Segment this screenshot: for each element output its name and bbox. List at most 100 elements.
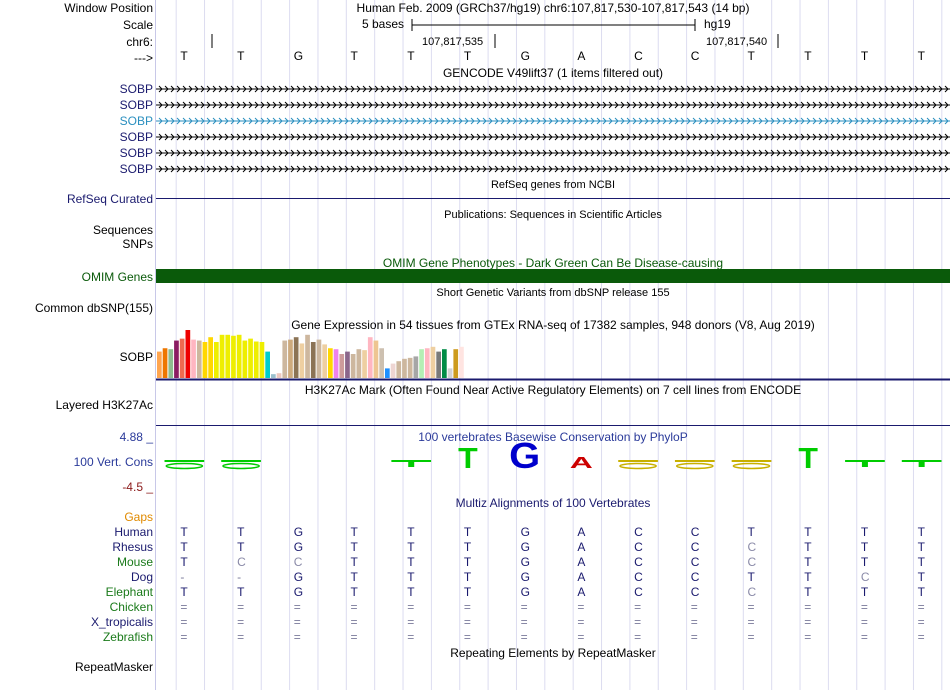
- multiz-base: =: [634, 615, 642, 629]
- strand-arrow: [752, 149, 757, 157]
- strand-arrow: [416, 85, 421, 93]
- multiz-species-label[interactable]: X_tropicalis: [90, 615, 153, 629]
- strand-arrow: [590, 149, 595, 157]
- strand-arrow: [410, 85, 415, 93]
- multiz-base: G: [520, 570, 530, 584]
- strand-arrow: [500, 149, 505, 157]
- strand-arrow: [338, 149, 343, 157]
- multiz-species-label[interactable]: Human: [114, 525, 153, 539]
- strand-arrow: [854, 117, 859, 125]
- strand-arrow: [650, 101, 655, 109]
- multiz-species-label[interactable]: Mouse: [116, 555, 153, 569]
- strand-arrow: [626, 117, 631, 125]
- multiz-base: C: [747, 585, 757, 599]
- strand-arrow: [776, 165, 781, 173]
- strand-arrow: [470, 117, 475, 125]
- h3k27ac-label[interactable]: Layered H3K27Ac: [55, 398, 153, 412]
- multiz-species-label[interactable]: Zebrafish: [102, 630, 153, 644]
- window-position-label: Window Position: [64, 1, 153, 15]
- strand-arrow: [632, 133, 637, 141]
- sequences-label[interactable]: Sequences: [92, 223, 153, 237]
- strand-arrow: [206, 149, 211, 157]
- strand-arrow: [542, 133, 547, 141]
- cons-label[interactable]: 100 Vert. Cons: [73, 455, 153, 469]
- multiz-base: T: [350, 585, 358, 599]
- gtex-label[interactable]: SOBP: [119, 350, 153, 364]
- strand-arrow: [500, 117, 505, 125]
- strand-arrow: [392, 85, 397, 93]
- strand-arrow: [842, 117, 847, 125]
- strand-arrow: [266, 133, 271, 141]
- multiz-base: =: [747, 600, 755, 614]
- gencode-transcript-line[interactable]: [156, 148, 950, 158]
- strand-arrow: [692, 101, 697, 109]
- gencode-item-label[interactable]: SOBP: [119, 130, 153, 144]
- strand-arrow: [158, 85, 163, 93]
- gtex-bar-chart[interactable]: [156, 330, 950, 382]
- gencode-transcript-line[interactable]: [156, 164, 950, 174]
- multiz-species-label[interactable]: Dog: [130, 570, 153, 584]
- strand-arrow: [746, 133, 751, 141]
- multiz-species-label[interactable]: Elephant: [105, 585, 153, 599]
- dbsnp-label[interactable]: Common dbSNP(155): [34, 301, 153, 315]
- strand-arrow: [356, 133, 361, 141]
- multiz-base: T: [860, 555, 869, 569]
- multiz-base: =: [690, 600, 698, 614]
- strand-arrow: [512, 149, 517, 157]
- strand-arrow: [374, 85, 379, 93]
- strand-arrow: [560, 149, 565, 157]
- multiz-species-label[interactable]: Chicken: [109, 600, 153, 614]
- strand-arrow: [326, 85, 331, 93]
- multiz-base: -: [180, 570, 185, 584]
- gencode-transcript-line[interactable]: [156, 100, 950, 110]
- multiz-base: T: [463, 525, 472, 539]
- strand-arrow: [842, 165, 847, 173]
- gtex-tissue-bar: [259, 342, 265, 378]
- strand-arrow: [500, 133, 505, 141]
- gencode-transcript-line[interactable]: [156, 132, 950, 142]
- snps-label[interactable]: SNPs: [122, 237, 153, 251]
- strand-arrow: [566, 85, 571, 93]
- multiz-base: =: [520, 630, 528, 644]
- strand-arrow: [440, 133, 445, 141]
- cons-bar: [861, 460, 868, 467]
- strand-arrow: [764, 117, 769, 125]
- refseq-line[interactable]: [156, 198, 950, 199]
- omim-bar[interactable]: [156, 269, 950, 283]
- omim-label[interactable]: OMIM Genes: [81, 270, 153, 284]
- strand-arrow: [398, 165, 403, 173]
- strand-arrow: [428, 101, 433, 109]
- gencode-item-label[interactable]: SOBP: [119, 114, 153, 128]
- strand-arrow: [368, 133, 373, 141]
- strand-arrow: [326, 117, 331, 125]
- refseq-label[interactable]: RefSeq Curated: [66, 192, 153, 206]
- strand-arrow: [752, 85, 757, 93]
- gencode-transcript-line[interactable]: [156, 116, 950, 126]
- strand-arrow: [260, 149, 265, 157]
- base-letter: T: [350, 49, 358, 63]
- strand-arrow: [770, 117, 775, 125]
- multiz-base: C: [237, 555, 246, 569]
- strand-arrow: [356, 165, 361, 173]
- gencode-item-label[interactable]: SOBP: [119, 146, 153, 160]
- strand-arrow: [344, 117, 349, 125]
- strand-arrow: [788, 149, 793, 157]
- strand-arrow: [380, 149, 385, 157]
- strand-arrow: [284, 85, 289, 93]
- gencode-item-label[interactable]: SOBP: [119, 98, 153, 112]
- multiz-species-label[interactable]: Rhesus: [112, 540, 153, 554]
- gencode-transcript-line[interactable]: [156, 84, 950, 94]
- strand-arrow: [434, 165, 439, 173]
- strand-arrow: [206, 117, 211, 125]
- repeatmasker-label[interactable]: RepeatMasker: [74, 660, 153, 674]
- strand-arrow: [302, 85, 307, 93]
- strand-arrow: [542, 117, 547, 125]
- strand-arrow: [932, 85, 937, 93]
- multiz-base: =: [804, 600, 812, 614]
- gtex-tissue-bar: [248, 338, 253, 378]
- gencode-item-label[interactable]: SOBP: [119, 162, 153, 176]
- gencode-item-label[interactable]: SOBP: [119, 82, 153, 96]
- multiz-base: A: [577, 555, 586, 569]
- strand-arrow: [488, 117, 493, 125]
